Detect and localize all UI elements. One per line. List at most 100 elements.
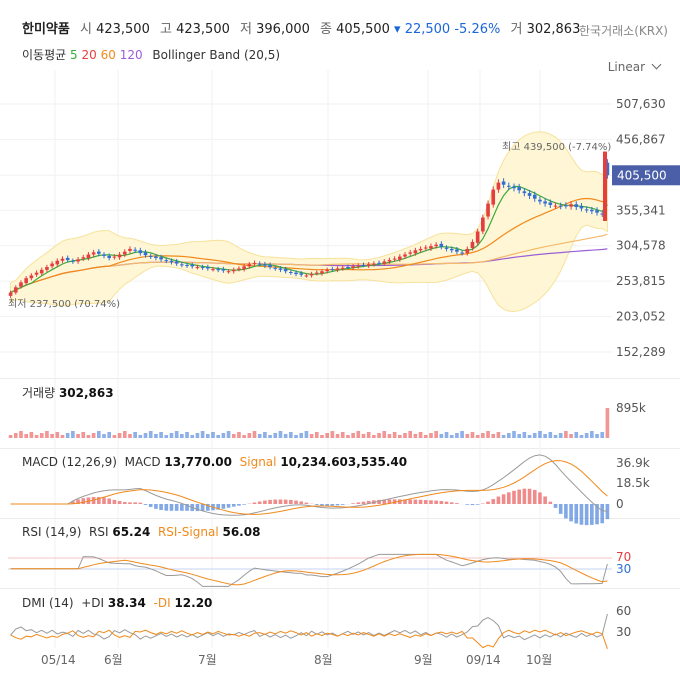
candle-body (569, 204, 573, 207)
macd-histogram-bar (314, 504, 319, 505)
change-value: ▾ 22,500 (394, 22, 451, 37)
ma5-line (10, 185, 608, 294)
macd-histogram-bar (174, 504, 179, 511)
volume-bar (517, 434, 521, 438)
volume-bar (320, 435, 324, 438)
volume-bar (356, 431, 361, 438)
volume-bar (340, 432, 345, 438)
pdi-line (10, 613, 608, 641)
candle-body (50, 263, 54, 267)
volume-bar (434, 431, 438, 438)
volume-bar (455, 433, 459, 438)
candle-body (590, 209, 594, 212)
macd-label: MACD (124, 455, 161, 469)
candle-body (252, 262, 257, 264)
candle-body (423, 247, 428, 249)
volume-bar (538, 431, 542, 438)
volume-bar (252, 431, 257, 438)
macd-histogram-bar (486, 501, 490, 504)
candle-body (564, 205, 568, 207)
candle-body (475, 231, 480, 243)
volume-bar (418, 432, 423, 438)
volume-bar (154, 434, 158, 438)
price-axis-label: 355,341 (616, 203, 666, 217)
candle-body (538, 199, 542, 202)
macd-histogram-bar (527, 488, 532, 504)
price-axis-label: 304,578 (616, 239, 666, 253)
macd-histogram-bar (600, 504, 605, 524)
volume-bar (65, 433, 70, 438)
volume-bar (506, 433, 511, 438)
open-label: 시 (79, 22, 92, 37)
volume-bar (366, 432, 371, 438)
candle-body (335, 268, 340, 270)
low-label: 저 (240, 22, 252, 37)
rsi-title: RSI (14,9) (22, 525, 82, 539)
volume-bar (148, 431, 153, 438)
ma60-label: 60 (100, 48, 116, 62)
macd-histogram-bar (159, 504, 163, 511)
macd-histogram-bar (444, 501, 449, 504)
macd-histogram-bar (289, 499, 293, 504)
dmi-axis-label: 60 (616, 604, 631, 618)
volume-bar (8, 435, 13, 438)
candle-body (107, 255, 112, 258)
volume-bar (475, 435, 480, 438)
macd-histogram-bar (382, 499, 387, 504)
candle-body (392, 258, 397, 260)
volume-bar (102, 434, 106, 438)
volume-bar (361, 434, 366, 438)
candle-body (226, 271, 231, 273)
signal-label: Signal (239, 455, 277, 469)
rsi-axis-label: 70 (616, 550, 631, 564)
volume-label: 거 (510, 22, 523, 37)
macd-histogram-bar (532, 489, 537, 504)
volume-bar (491, 434, 496, 438)
volume-bar (398, 435, 402, 438)
candle-body (403, 254, 407, 257)
macd-axis-label: 36.9k (616, 456, 650, 470)
candle-body (325, 269, 329, 272)
candle-body (185, 264, 189, 266)
candle-body (65, 257, 70, 261)
volume-bar (372, 435, 376, 438)
candle-body (257, 263, 262, 265)
macd-histogram-bar (584, 504, 589, 526)
volume-bar (403, 433, 407, 438)
indicator-legend: 이동평균 5 20 60 120 Bollinger Band (20,5) (22, 46, 280, 63)
dmi-panel-title: DMI (14) +DI 38.34 -DI 12.20 (22, 596, 212, 610)
volume-bar (91, 433, 96, 438)
volume-bar (470, 432, 475, 438)
candle-body (309, 274, 314, 276)
candle-body (34, 272, 39, 275)
macd-histogram-bar (325, 504, 329, 506)
volume-bar (247, 433, 252, 438)
volume-bar (501, 435, 506, 438)
scale-toggle[interactable]: Linear (608, 59, 662, 74)
price-axis-label: 203,052 (616, 310, 666, 324)
macd-histogram-bar (491, 499, 496, 504)
macd-histogram-bar (470, 504, 475, 506)
x-axis-label: 6월 (104, 653, 123, 667)
volume-bar (335, 434, 340, 438)
volume-bar (200, 431, 205, 438)
candle-body (13, 287, 18, 293)
x-axis-label: 9월 (414, 653, 433, 667)
volume-title: 거래량 (22, 386, 56, 400)
macd-histogram-bar (558, 504, 563, 514)
volume-bar (19, 431, 23, 438)
candle-body (169, 260, 174, 263)
volume-bar (460, 431, 464, 438)
macd-histogram-bar (185, 504, 189, 511)
volume-bar (190, 435, 195, 438)
volume-bar (351, 433, 355, 438)
candle-body (600, 213, 605, 215)
ma20-line (10, 197, 608, 294)
volume-bar (564, 431, 568, 438)
rsi-axis-label: 30 (616, 562, 631, 576)
price-axis-label: 152,289 (616, 345, 666, 359)
panel-separator (0, 448, 680, 449)
macd-histogram-bar (366, 500, 371, 504)
candle-body (97, 251, 101, 254)
